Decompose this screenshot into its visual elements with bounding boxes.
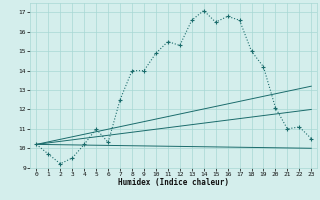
X-axis label: Humidex (Indice chaleur): Humidex (Indice chaleur)	[118, 178, 229, 187]
